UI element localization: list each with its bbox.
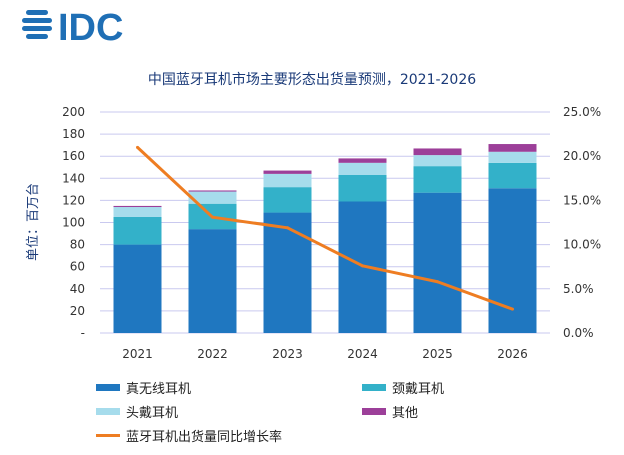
legend-item-true-wireless: 真无线耳机: [96, 378, 191, 397]
legend-line-swatch: [96, 434, 120, 437]
bar-2-2026: [488, 151, 537, 163]
y2-tick-label: 20.0%: [563, 149, 601, 163]
growth-point-2024: [361, 264, 364, 268]
bar-1-2025: [413, 166, 462, 193]
y-tick-label: 200: [62, 105, 85, 119]
bar-3-2024: [338, 158, 387, 163]
bar-1-2024: [338, 174, 387, 202]
y-tick-label: 140: [62, 171, 85, 185]
x-tick-label: 2024: [347, 347, 378, 361]
y-tick-label: 160: [62, 149, 85, 163]
logo-text: IDC: [58, 7, 123, 48]
growth-point-2023: [286, 226, 289, 230]
y2-tick-label: 15.0%: [563, 193, 601, 207]
legend-swatch: [96, 384, 120, 391]
bar-1-2021: [113, 216, 162, 245]
growth-point-2021: [136, 145, 139, 149]
y2-tick-label: 0.0%: [563, 326, 594, 340]
legend-item-growth-rate: 蓝牙耳机出货量同比增长率: [96, 426, 282, 445]
bar-2-2025: [413, 155, 462, 167]
bar-3-2022: [188, 190, 237, 192]
x-tick-label: 2022: [197, 347, 228, 361]
gridlines: [100, 111, 550, 334]
y-tick-label: 180: [62, 127, 85, 141]
y2-tick-label: 5.0%: [563, 282, 594, 296]
bar-1-2026: [488, 162, 537, 189]
idc-logo: IDC: [22, 7, 123, 48]
legend-swatch: [362, 384, 386, 391]
legend-label: 颈戴耳机: [392, 382, 445, 397]
bar-2-2023: [263, 173, 312, 188]
chart-title: 中国蓝牙耳机市场主要形态出货量预测，2021-2026: [148, 71, 476, 88]
x-axis-ticks: 2021 2022 2023 2024 2025 2026: [122, 347, 528, 361]
y-tick-label: 60: [70, 260, 85, 274]
legend-swatch: [362, 408, 386, 415]
bar-3-2021: [113, 205, 162, 208]
y-axis-label: 单位：百万台: [26, 183, 41, 261]
growth-point-2022: [211, 215, 214, 219]
y-tick-label: 80: [70, 238, 85, 252]
growth-line: [136, 145, 514, 311]
growth-point-2026: [511, 307, 514, 311]
bar-0-2026: [488, 188, 537, 333]
y-tick-label: 100: [62, 216, 85, 230]
legend-label: 蓝牙耳机出货量同比增长率: [126, 430, 283, 445]
legend-item-neckband: 颈戴耳机: [362, 378, 444, 397]
x-tick-label: 2023: [272, 347, 303, 361]
bar-2-2024: [338, 162, 387, 175]
bar-2-2021: [113, 207, 162, 217]
bar-0-2021: [113, 244, 162, 333]
bar-0-2022: [188, 229, 237, 333]
y-axis-ticks: - 20 40 60 80 100 120 140 160 180 200: [62, 105, 85, 340]
y-tick-label: 20: [70, 304, 85, 318]
y-tick-label: 120: [62, 193, 85, 207]
y2-axis-ticks: 0.0% 5.0% 10.0% 15.0% 20.0% 25.0%: [563, 105, 601, 340]
growth-rate-line: [136, 146, 514, 311]
legend-item-other: 其他: [362, 402, 418, 421]
bar-1-2023: [263, 187, 312, 213]
bar-3-2025: [413, 148, 462, 156]
bar-2-2022: [188, 191, 237, 204]
legend-swatch: [96, 408, 120, 415]
legend-label: 真无线耳机: [126, 382, 192, 397]
x-tick-label: 2025: [422, 347, 453, 361]
y2-tick-label: 25.0%: [563, 105, 601, 119]
x-tick-label: 2026: [497, 347, 528, 361]
y-tick-label: -: [81, 326, 85, 340]
y2-tick-label: 10.0%: [563, 238, 601, 252]
growth-point-2025: [436, 280, 439, 284]
bar-3-2026: [488, 144, 537, 152]
bar-0-2023: [263, 212, 312, 333]
globe-icon: [22, 10, 52, 39]
legend-item-headphone: 头戴耳机: [96, 402, 178, 421]
legend-label: 其他: [392, 406, 419, 421]
bar-3-2023: [263, 170, 312, 174]
bar-0-2025: [413, 192, 462, 333]
legend-label: 头戴耳机: [126, 406, 179, 421]
bar-stacks: [113, 144, 537, 333]
y-tick-label: 40: [70, 282, 85, 296]
x-tick-label: 2021: [122, 347, 153, 361]
